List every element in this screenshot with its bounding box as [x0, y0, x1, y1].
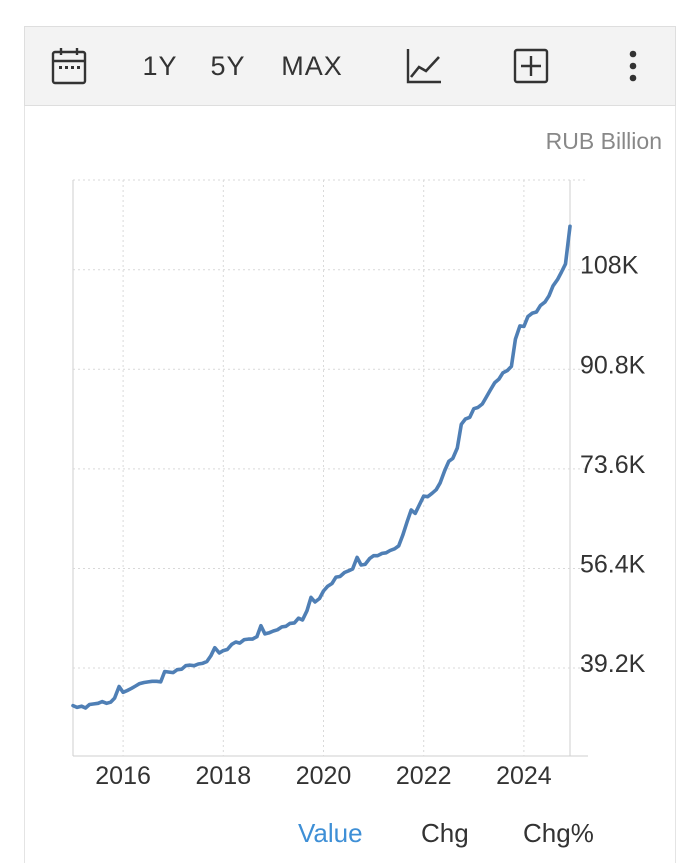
range-1y-button[interactable]: 1Y: [142, 50, 178, 81]
x-tick-label: 2018: [195, 762, 251, 790]
plus-square-icon[interactable]: [507, 27, 555, 105]
y-tick-label: 90.8K: [580, 351, 646, 379]
x-tick-label: 2020: [296, 762, 352, 790]
y-tick-label: 73.6K: [580, 451, 646, 479]
range-5y-button[interactable]: 5Y: [210, 50, 246, 81]
calendar-icon[interactable]: [45, 27, 93, 105]
y-tick-label: 56.4K: [580, 550, 646, 578]
line-chart-icon[interactable]: [399, 27, 449, 105]
tab-chg[interactable]: Chg: [421, 818, 469, 848]
more-vertical-icon[interactable]: [615, 27, 651, 105]
tab-chg-pct[interactable]: Chg%: [523, 818, 594, 848]
series-line: [71, 224, 572, 710]
y-tick-label: 108K: [580, 252, 639, 280]
unit-label: RUB Billion: [545, 128, 662, 154]
tab-value[interactable]: Value: [298, 818, 363, 848]
x-tick-label: 2016: [95, 762, 151, 790]
chart-toolbar: 1Y 5Y MAX: [24, 26, 676, 106]
x-tick-label: 2022: [396, 762, 452, 790]
range-max-button[interactable]: MAX: [281, 50, 343, 81]
chart-card: [24, 26, 676, 863]
x-tick-label: 2024: [496, 762, 552, 790]
y-tick-label: 39.2K: [580, 650, 646, 678]
